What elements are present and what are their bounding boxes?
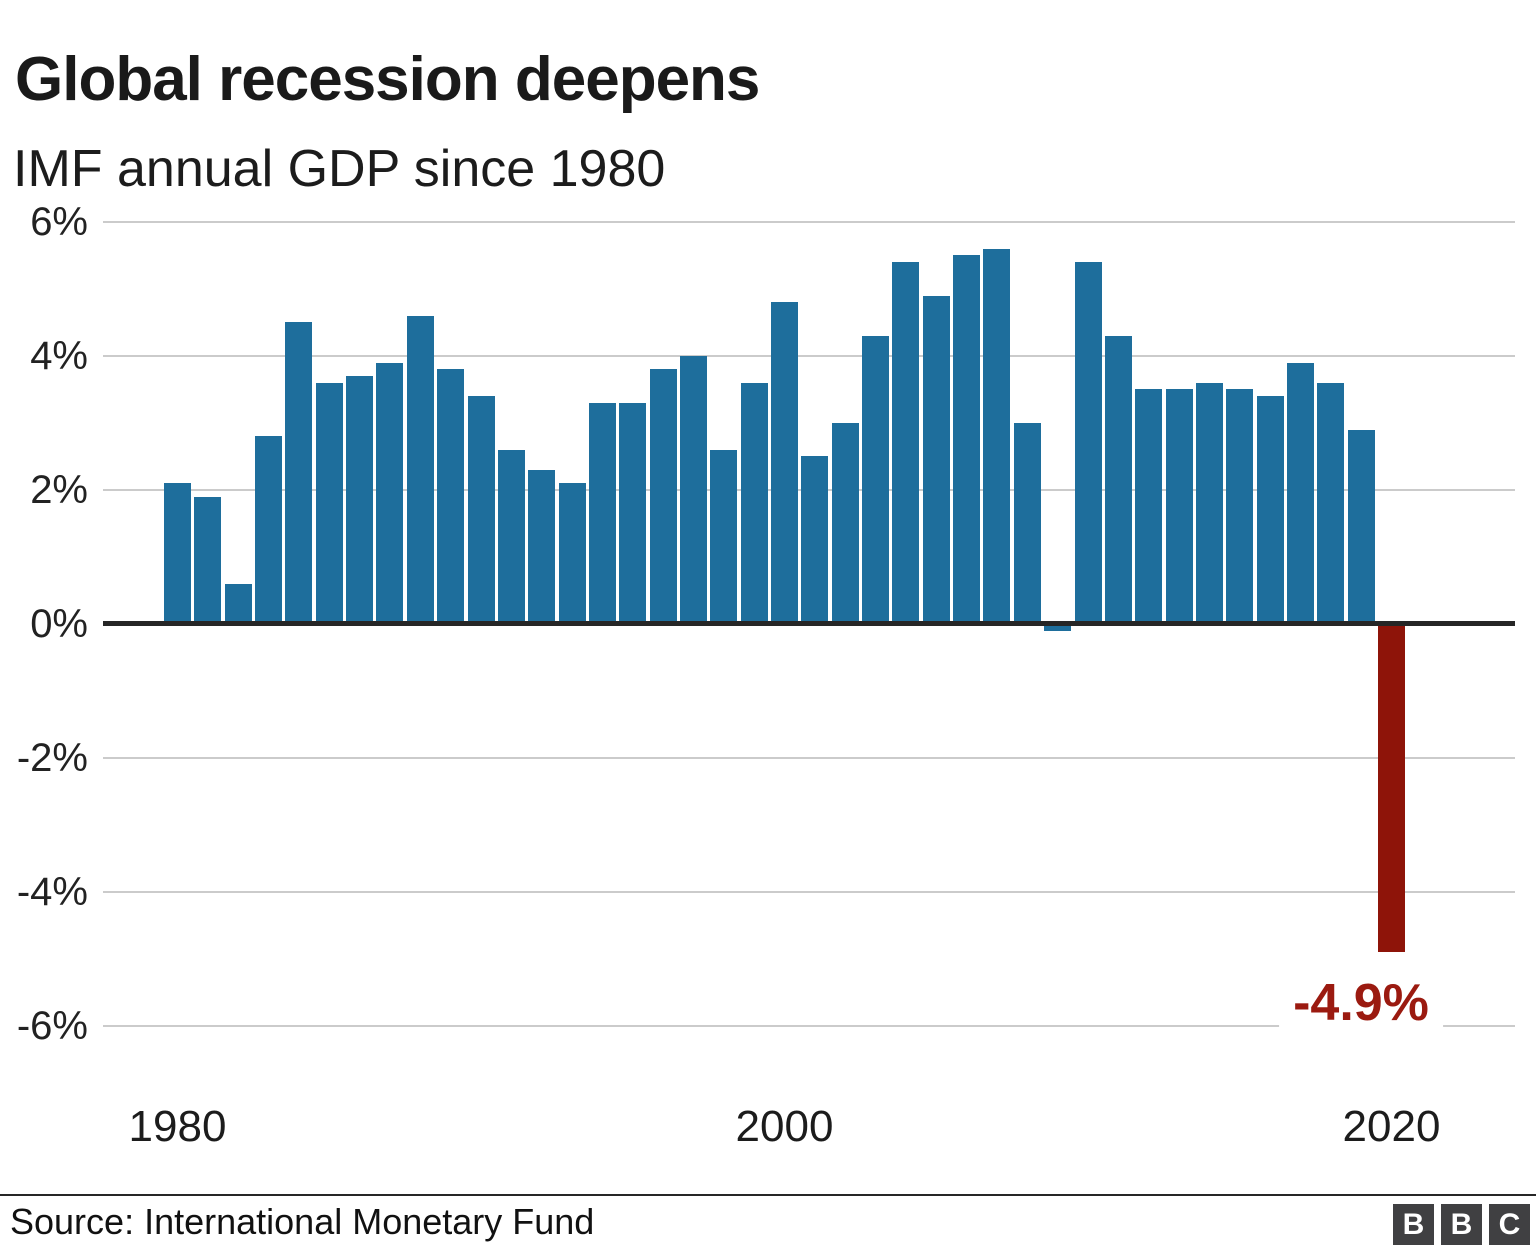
bar-2005 — [923, 296, 950, 624]
bbc-logo-block-3: C — [1489, 1204, 1530, 1245]
gridline-6% — [103, 221, 1515, 223]
bar-2016 — [1257, 396, 1284, 624]
bar-1980 — [164, 483, 191, 624]
bar-1995 — [619, 403, 646, 624]
bar-2011 — [1105, 336, 1132, 624]
bar-2017 — [1287, 363, 1314, 624]
y-tick--6%: -6% — [16, 1004, 88, 1048]
bar-2019 — [1348, 430, 1375, 624]
bbc-logo-block-1: B — [1393, 1204, 1434, 1245]
bar-1987 — [376, 363, 403, 624]
gridline--4% — [103, 891, 1515, 893]
footer-divider — [0, 1194, 1536, 1196]
bar-1986 — [346, 376, 373, 624]
bar-2018 — [1317, 383, 1344, 624]
bar-1983 — [255, 436, 282, 624]
source-credit: Source: International Monetary Fund — [10, 1201, 595, 1242]
gridline--6% — [103, 1025, 1515, 1027]
bar-1999 — [741, 383, 768, 624]
y-tick--2%: -2% — [16, 736, 88, 780]
x-tick-2000: 2000 — [735, 1102, 834, 1151]
gridline-4% — [103, 355, 1515, 357]
bar-1998 — [710, 450, 737, 624]
bar-2004 — [892, 262, 919, 624]
bar-1992 — [528, 470, 555, 624]
bar-2003 — [862, 336, 889, 624]
chart-subtitle: IMF annual GDP since 1980 — [13, 140, 666, 199]
bar-1984 — [285, 322, 312, 624]
y-tick-2%: 2% — [30, 468, 88, 512]
bar-2015 — [1226, 389, 1253, 624]
bar-1985 — [316, 383, 343, 624]
x-tick-2020: 2020 — [1342, 1102, 1441, 1151]
bar-1990 — [468, 396, 495, 624]
bbc-logo-block-2: B — [1441, 1204, 1482, 1245]
bar-1996 — [650, 369, 677, 624]
bar-2020 — [1378, 624, 1405, 952]
bar-2014 — [1196, 383, 1223, 624]
bar-1989 — [437, 369, 464, 624]
bar-2009 — [1044, 624, 1071, 631]
bar-1994 — [589, 403, 616, 624]
bar-2012 — [1135, 389, 1162, 624]
bar-2010 — [1075, 262, 1102, 624]
bar-1982 — [225, 584, 252, 624]
annotation-2020-value: -4.9% — [1279, 974, 1443, 1032]
bar-2000 — [771, 302, 798, 624]
bar-1991 — [498, 450, 525, 624]
y-tick-6%: 6% — [30, 200, 88, 244]
bar-2001 — [801, 456, 828, 624]
bar-1997 — [680, 356, 707, 624]
bar-1993 — [559, 483, 586, 624]
bar-2002 — [832, 423, 859, 624]
chart-title: Global recession deepens — [15, 44, 760, 114]
bar-2008 — [1014, 423, 1041, 624]
y-tick--4%: -4% — [16, 870, 88, 914]
bar-2013 — [1166, 389, 1193, 624]
x-tick-1980: 1980 — [128, 1102, 227, 1151]
x-axis-zero-line — [103, 621, 1515, 626]
bar-2006 — [953, 255, 980, 624]
y-tick-4%: 4% — [30, 334, 88, 378]
bar-1988 — [407, 316, 434, 624]
bar-1981 — [194, 497, 221, 624]
gridline--2% — [103, 757, 1515, 759]
y-tick-0%: 0% — [30, 602, 88, 646]
bar-2007 — [983, 249, 1010, 624]
